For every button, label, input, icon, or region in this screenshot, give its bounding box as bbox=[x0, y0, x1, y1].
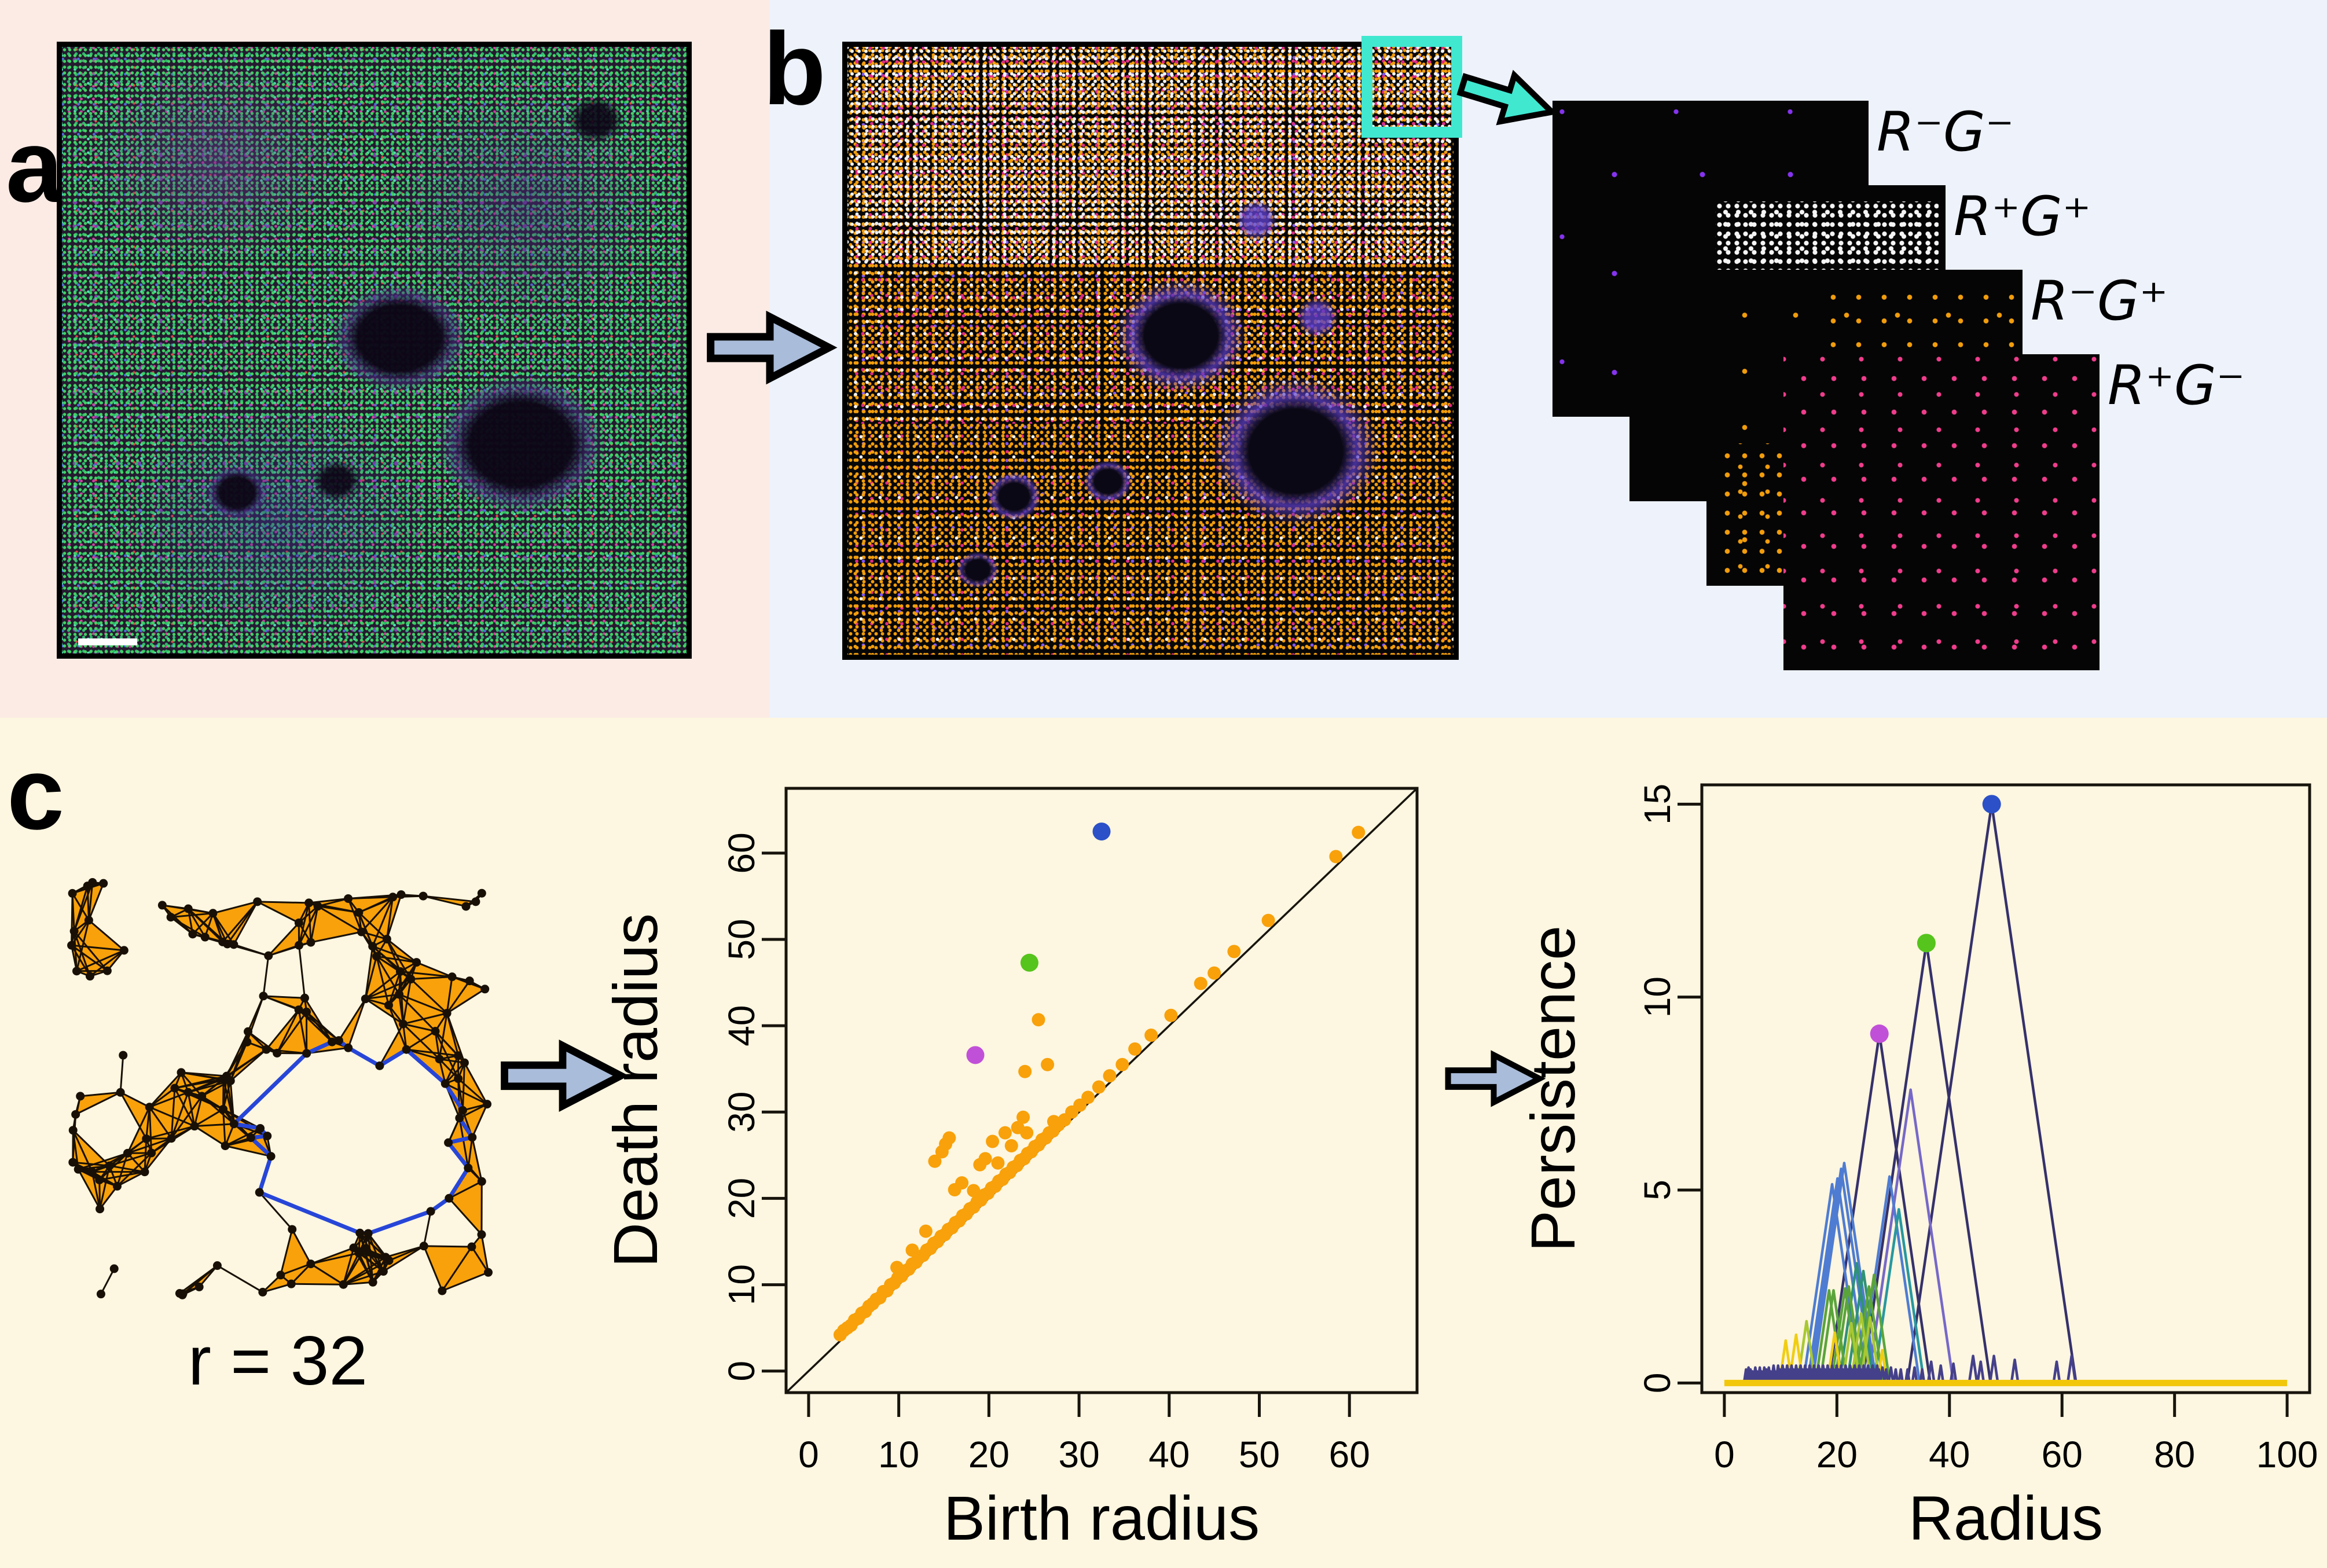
svg-text:20: 20 bbox=[1816, 1434, 1858, 1475]
arrow-complex-to-diagram-icon bbox=[501, 1039, 629, 1112]
svg-text:50: 50 bbox=[1239, 1434, 1280, 1475]
svg-text:10: 10 bbox=[1636, 976, 1678, 1018]
svg-text:60: 60 bbox=[721, 832, 762, 873]
colony-void-blob bbox=[956, 551, 999, 588]
persistence-landscape-chart: 0 20 40 60 80 100 0 5 10 15 Radius Persistence bbox=[1518, 783, 2318, 1553]
microscopy-image bbox=[57, 42, 692, 659]
panel-c-label: c bbox=[7, 736, 64, 851]
svg-text:0: 0 bbox=[721, 1361, 762, 1382]
colony-void-blob bbox=[1084, 460, 1133, 503]
svg-text:Radius: Radius bbox=[1908, 1483, 2103, 1553]
panel-c-background bbox=[0, 718, 2327, 1568]
svg-text:10: 10 bbox=[878, 1434, 919, 1475]
svg-text:20: 20 bbox=[721, 1178, 762, 1219]
cell-colony-blob bbox=[436, 374, 605, 514]
colony-void-blob bbox=[1114, 278, 1247, 394]
channel-label: R⁺G⁻ bbox=[2108, 354, 2245, 417]
scale-bar bbox=[78, 638, 137, 645]
cell-colony-blob bbox=[567, 95, 625, 144]
svg-text:15: 15 bbox=[1636, 784, 1678, 825]
radius-caption: r = 32 bbox=[188, 1322, 368, 1400]
colony-void-blob bbox=[1295, 296, 1339, 339]
svg-text:40: 40 bbox=[721, 1005, 762, 1046]
svg-text:Persistence: Persistence bbox=[1518, 926, 1588, 1252]
svg-text:40: 40 bbox=[1929, 1434, 1970, 1475]
svg-text:40: 40 bbox=[1148, 1434, 1190, 1475]
cell-colony-blob bbox=[311, 459, 362, 502]
channel-label: R⁺G⁺ bbox=[1954, 185, 2091, 248]
svg-text:10: 10 bbox=[721, 1264, 762, 1305]
tissue-cloud bbox=[112, 398, 437, 642]
svg-text:30: 30 bbox=[1058, 1434, 1099, 1475]
svg-text:Birth radius: Birth radius bbox=[944, 1483, 1260, 1553]
channel-label: R⁻G⁻ bbox=[1877, 101, 2014, 164]
rips-complex-figure bbox=[67, 877, 493, 1299]
svg-text:50: 50 bbox=[721, 919, 762, 960]
arrow-a-to-b-icon bbox=[707, 310, 838, 385]
svg-text:60: 60 bbox=[2042, 1434, 2083, 1475]
arrow-zoom-to-channels-icon bbox=[1456, 69, 1558, 126]
svg-text:100: 100 bbox=[2256, 1434, 2318, 1475]
svg-text:0: 0 bbox=[798, 1434, 819, 1475]
svg-text:20: 20 bbox=[968, 1434, 1010, 1475]
cell-colony-blob bbox=[205, 465, 269, 520]
panel-a-label: a bbox=[6, 108, 63, 223]
svg-text:Death radius: Death radius bbox=[602, 913, 670, 1268]
cell-colony-blob bbox=[330, 283, 468, 393]
zoom-region-box bbox=[1361, 36, 1462, 138]
pointcloud-white-band bbox=[847, 47, 1454, 266]
colony-void-blob bbox=[1211, 375, 1381, 527]
channel-label: R⁻G⁺ bbox=[2031, 270, 2168, 333]
svg-text:0: 0 bbox=[1714, 1434, 1735, 1475]
colony-void-blob bbox=[1235, 199, 1278, 241]
pink-dots-layer bbox=[1783, 354, 2100, 670]
svg-text:0: 0 bbox=[1636, 1373, 1678, 1394]
persistence-diagram-chart: 0 10 20 30 40 50 60 0 10 20 30 40 50 60 Birth radius De… bbox=[602, 787, 1419, 1553]
arrow-diagram-to-landscape-icon bbox=[1445, 1050, 1546, 1107]
svg-text:80: 80 bbox=[2154, 1434, 2195, 1475]
channel-panel-RposGneg bbox=[1783, 354, 2100, 670]
svg-text:5: 5 bbox=[1636, 1180, 1678, 1200]
svg-text:30: 30 bbox=[721, 1092, 762, 1133]
tissue-cloud bbox=[87, 58, 350, 266]
panel-b-label: b bbox=[763, 11, 826, 126]
svg-text:60: 60 bbox=[1329, 1434, 1370, 1475]
pointcloud-image bbox=[842, 42, 1459, 660]
colony-void-blob bbox=[986, 472, 1042, 521]
